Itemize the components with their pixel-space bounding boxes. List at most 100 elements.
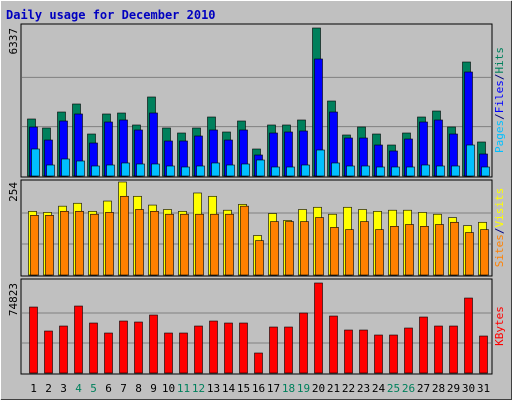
legend-separator: / — [493, 74, 506, 81]
x-tick-label: 4 — [75, 382, 82, 395]
bar — [391, 166, 400, 177]
bar — [194, 325, 203, 374]
bar — [151, 163, 160, 177]
bar — [330, 227, 339, 276]
x-tick-label: 10 — [162, 382, 175, 395]
legend-entry: KBytes — [493, 306, 506, 346]
bar — [331, 162, 340, 177]
bar — [61, 158, 70, 177]
bar — [404, 327, 413, 374]
x-tick-label: 1 — [30, 382, 37, 395]
bar — [181, 166, 190, 177]
bar — [434, 325, 443, 374]
x-tick-label: 30 — [462, 382, 475, 395]
bar — [284, 326, 293, 374]
bar — [59, 325, 68, 374]
bar — [45, 215, 54, 276]
y-tick-label: 74823 — [7, 283, 20, 316]
legend-separator: / — [493, 228, 506, 235]
bar — [180, 213, 189, 276]
bar — [435, 224, 444, 276]
y-tick-label: 6337 — [7, 28, 20, 55]
bar — [120, 195, 129, 276]
legend-entry: Hits — [493, 47, 506, 74]
bar — [376, 166, 385, 177]
bar — [345, 229, 354, 276]
legend-entry: Files — [493, 80, 506, 113]
bar — [346, 165, 355, 177]
bar — [225, 213, 234, 276]
bar — [344, 329, 353, 374]
bar — [164, 332, 173, 374]
x-tick-label: 14 — [222, 382, 236, 395]
x-tick-label: 20 — [312, 382, 325, 395]
bar — [239, 322, 248, 374]
bar — [166, 165, 175, 177]
legend-entry: Visits — [493, 188, 506, 228]
bar — [89, 322, 98, 374]
x-tick-label: 6 — [105, 382, 112, 395]
bar — [255, 240, 264, 276]
bar — [390, 226, 399, 276]
x-tick-label: 18 — [282, 382, 295, 395]
bar — [240, 205, 249, 276]
bar — [179, 332, 188, 374]
bar — [31, 148, 40, 177]
x-tick-label: 22 — [342, 382, 355, 395]
x-tick-label: 19 — [297, 382, 310, 395]
bar — [314, 282, 323, 374]
bar — [300, 221, 309, 276]
x-tick-label: 11 — [177, 382, 190, 395]
x-tick-label: 24 — [372, 382, 386, 395]
bar — [209, 320, 218, 374]
bar — [165, 213, 174, 276]
legend-entry: Pages — [493, 120, 506, 153]
bar — [361, 165, 370, 177]
bar — [316, 149, 325, 177]
bar — [76, 160, 85, 177]
bar — [44, 330, 53, 374]
x-tick-label: 12 — [192, 382, 205, 395]
bar — [419, 316, 428, 374]
bar — [271, 166, 280, 177]
x-tick-label: 29 — [447, 382, 460, 395]
x-tick-label: 15 — [237, 382, 250, 395]
bar — [286, 166, 295, 177]
bar — [451, 165, 460, 177]
legend-separator: / — [493, 113, 506, 120]
bar — [136, 163, 145, 177]
bar — [104, 332, 113, 374]
legend: Sites/Visits — [493, 188, 506, 268]
x-tick-label: 9 — [150, 382, 157, 395]
legend-entry: Sites — [493, 234, 506, 267]
x-tick-label: 8 — [135, 382, 142, 395]
bar — [210, 213, 219, 276]
x-tick-label: 21 — [327, 382, 340, 395]
x-tick-label: 31 — [477, 382, 490, 395]
bar — [149, 314, 158, 374]
bar — [481, 166, 490, 177]
bar — [421, 164, 430, 177]
bar — [301, 164, 310, 177]
bar — [315, 217, 324, 276]
bar — [480, 229, 489, 276]
bar — [195, 213, 204, 276]
bar — [29, 306, 38, 374]
bar — [75, 210, 84, 276]
bar — [134, 321, 143, 374]
bar — [196, 165, 205, 177]
x-tick-label: 28 — [432, 382, 445, 395]
y-tick-label: 254 — [7, 182, 20, 202]
x-tick-label: 26 — [402, 382, 415, 395]
bar — [299, 312, 308, 374]
bar — [211, 162, 220, 177]
bar — [254, 352, 263, 374]
bar — [479, 335, 488, 374]
bar — [466, 144, 475, 177]
bar — [91, 165, 100, 177]
bar — [285, 221, 294, 276]
bar — [465, 232, 474, 276]
x-tick-label: 2 — [45, 382, 52, 395]
bar — [436, 165, 445, 177]
bar — [360, 221, 369, 276]
